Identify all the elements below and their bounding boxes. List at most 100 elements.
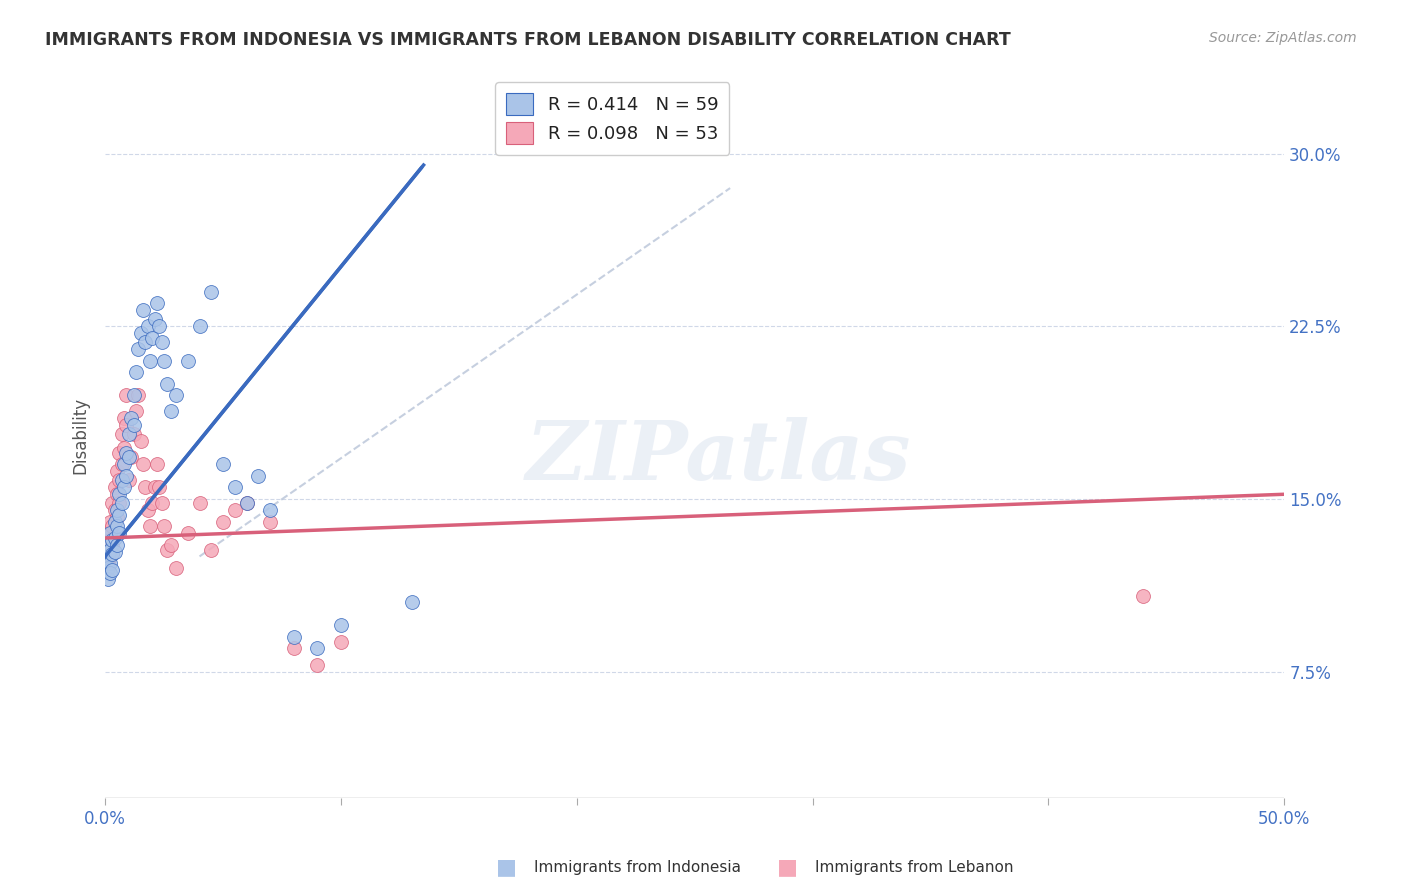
Point <box>122 388 145 402</box>
Point <box>111 496 134 510</box>
Point <box>104 531 127 545</box>
Point <box>146 458 169 472</box>
Point <box>330 618 353 632</box>
Point <box>112 480 135 494</box>
Point <box>98 557 121 571</box>
Text: ■: ■ <box>778 857 797 877</box>
Point <box>104 515 127 529</box>
Point <box>115 388 138 402</box>
Legend: R = 0.414   N = 59, R = 0.098   N = 53: R = 0.414 N = 59, R = 0.098 N = 53 <box>495 82 730 155</box>
Text: ZIPatlas: ZIPatlas <box>526 417 911 498</box>
Point <box>307 641 329 656</box>
Point <box>136 319 159 334</box>
Point <box>111 474 134 488</box>
Point <box>120 411 142 425</box>
Point <box>108 508 131 522</box>
Point <box>101 519 124 533</box>
Point <box>115 468 138 483</box>
Point <box>127 343 149 357</box>
Y-axis label: Disability: Disability <box>72 397 89 475</box>
Point <box>139 353 162 368</box>
Point <box>235 496 257 510</box>
Text: ■: ■ <box>496 857 516 877</box>
Point <box>212 515 235 529</box>
Point <box>98 566 121 580</box>
Point <box>129 434 152 449</box>
Point <box>165 561 187 575</box>
Point <box>101 496 124 510</box>
Point <box>224 503 246 517</box>
Point <box>160 538 183 552</box>
Point <box>108 474 131 488</box>
Point <box>139 519 162 533</box>
Point <box>155 542 177 557</box>
Point <box>122 418 145 433</box>
Point <box>122 427 145 442</box>
Point <box>112 411 135 425</box>
Point <box>330 634 353 648</box>
Point <box>141 331 163 345</box>
Point <box>111 427 134 442</box>
Point <box>134 480 156 494</box>
Point <box>108 487 131 501</box>
Point <box>118 427 141 442</box>
Point <box>97 526 120 541</box>
Point <box>104 480 127 494</box>
Point <box>125 365 148 379</box>
Point <box>118 474 141 488</box>
Point <box>247 468 270 483</box>
Point <box>148 480 170 494</box>
Point <box>143 312 166 326</box>
Point <box>160 404 183 418</box>
Point <box>283 630 305 644</box>
Text: Immigrants from Lebanon: Immigrants from Lebanon <box>815 860 1014 874</box>
Point <box>155 376 177 391</box>
Point <box>108 496 131 510</box>
Point <box>112 441 135 455</box>
Point <box>132 303 155 318</box>
Text: IMMIGRANTS FROM INDONESIA VS IMMIGRANTS FROM LEBANON DISABILITY CORRELATION CHAR: IMMIGRANTS FROM INDONESIA VS IMMIGRANTS … <box>45 31 1011 49</box>
Point <box>97 561 120 575</box>
Point <box>153 519 176 533</box>
Point <box>97 573 120 587</box>
Point <box>108 526 131 541</box>
Point <box>120 450 142 465</box>
Point <box>115 418 138 433</box>
Point <box>200 285 222 299</box>
Point <box>401 595 423 609</box>
Point <box>97 542 120 557</box>
Point <box>188 319 211 334</box>
Point <box>111 458 134 472</box>
Point <box>101 547 124 561</box>
Point <box>212 458 235 472</box>
Point <box>136 503 159 517</box>
Point <box>143 480 166 494</box>
Point <box>98 515 121 529</box>
Point <box>98 542 121 557</box>
Point <box>125 404 148 418</box>
Point <box>165 388 187 402</box>
Point <box>104 545 127 559</box>
Point <box>259 503 281 517</box>
Point <box>105 503 128 517</box>
Point <box>108 446 131 460</box>
Point <box>224 480 246 494</box>
Point <box>104 503 127 517</box>
Point <box>307 657 329 672</box>
Point <box>98 526 121 541</box>
Point <box>105 487 128 501</box>
Point <box>127 388 149 402</box>
Point <box>200 542 222 557</box>
Point <box>98 549 121 564</box>
Point <box>177 526 200 541</box>
Text: Immigrants from Indonesia: Immigrants from Indonesia <box>534 860 741 874</box>
Point <box>150 335 173 350</box>
Point <box>148 319 170 334</box>
Point <box>105 519 128 533</box>
Point <box>97 557 120 571</box>
Point <box>1132 589 1154 603</box>
Point <box>153 353 176 368</box>
Point <box>112 458 135 472</box>
Point <box>188 496 211 510</box>
Point <box>259 515 281 529</box>
